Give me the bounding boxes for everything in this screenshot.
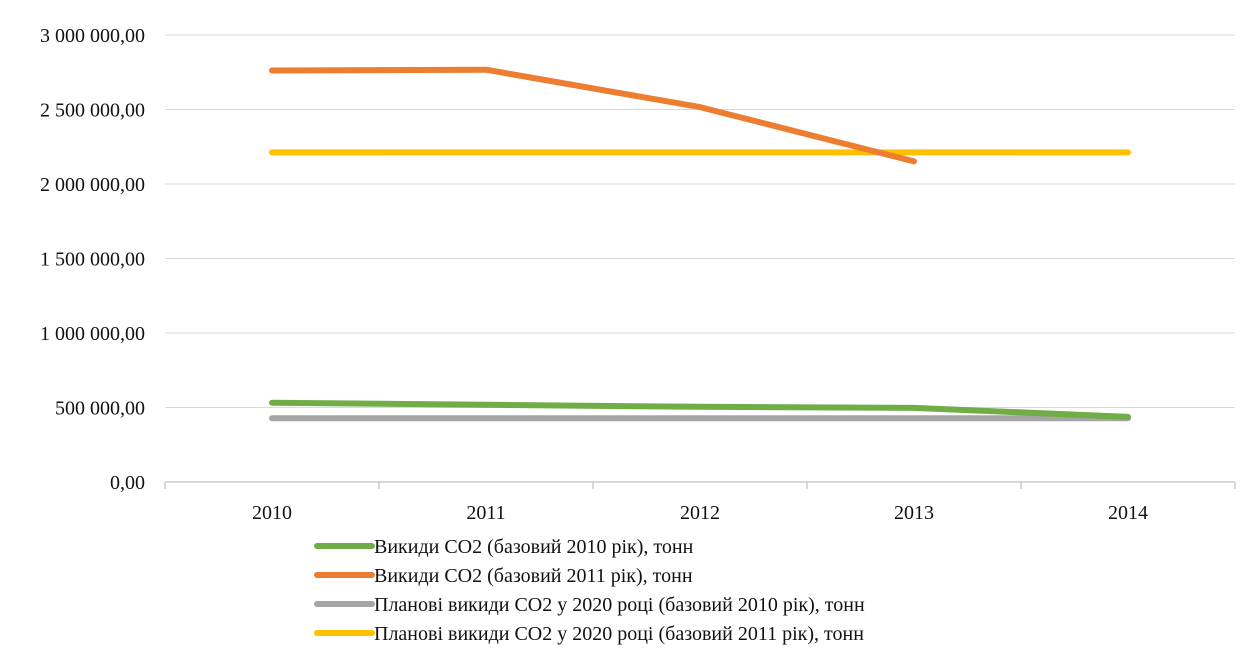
- series-line-2: [269, 66, 917, 165]
- y-tick-label: 500 000,00: [55, 398, 145, 420]
- x-tick-label: 2012: [680, 502, 720, 524]
- y-tick-label: 3 000 000,00: [40, 25, 145, 47]
- x-tick-label: 2014: [1108, 502, 1148, 524]
- x-tick-label: 2011: [466, 502, 505, 524]
- x-axis: [164, 481, 1236, 489]
- series-lines: [269, 66, 1131, 422]
- x-tick-label: 2010: [252, 502, 292, 524]
- legend-label: Викиди СО2 (базовий 2010 рік), тонн: [374, 536, 694, 558]
- y-tick-label: 1 000 000,00: [40, 323, 145, 345]
- x-tick-label: 2013: [894, 502, 934, 524]
- y-tick-label: 1 500 000,00: [40, 249, 145, 271]
- y-tick-label: 0,00: [110, 472, 145, 494]
- y-tick-label: 2 000 000,00: [40, 174, 145, 196]
- legend-label: Планові викиди СО2 у 2020 році (базовий …: [374, 594, 865, 616]
- y-tick-label: 2 500 000,00: [40, 100, 145, 122]
- legend-label: Викиди СО2 (базовий 2011 рік), тонн: [374, 565, 693, 587]
- series-line-1: [269, 399, 1131, 420]
- legend: Викиди СО2 (базовий 2010 рік), тонн Викид…: [314, 536, 865, 645]
- gridlines: [165, 34, 1235, 408]
- y-axis-tick-labels: 0,00 500 000,00 1 000 000,00 1 500 000,00 2 …: [40, 25, 145, 494]
- x-axis-tick-labels: 2010 2011 2012 2013 2014: [252, 502, 1148, 524]
- legend-label: Планові викиди СО2 у 2020 році (базовий …: [374, 623, 864, 645]
